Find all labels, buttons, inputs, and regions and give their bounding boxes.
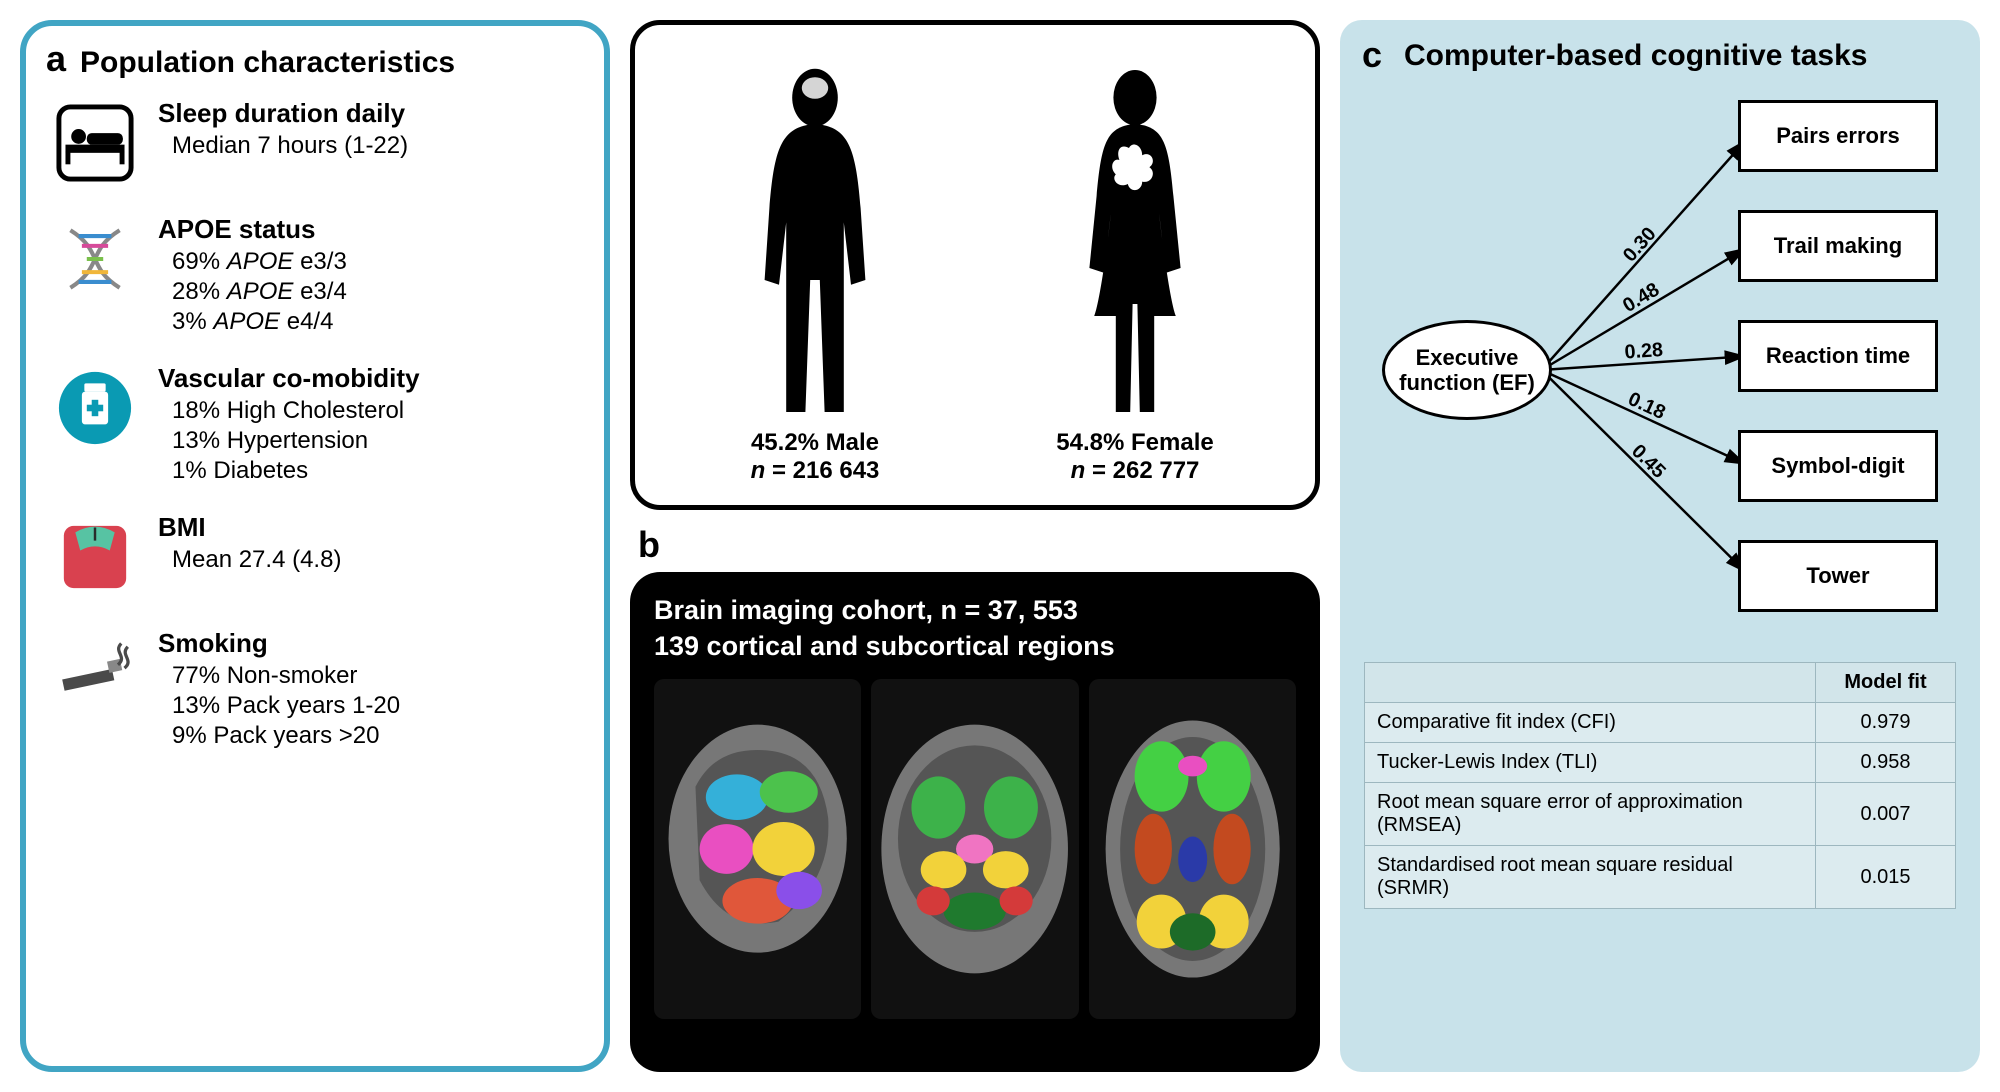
female-silhouette-icon bbox=[1035, 64, 1235, 424]
line: 3% APOE e4/4 bbox=[158, 307, 347, 337]
bed-icon bbox=[50, 98, 140, 188]
gender-panel: 45.2% Male n = 216 643 54.8% Female n = … bbox=[630, 20, 1320, 510]
fit-header-blank bbox=[1365, 663, 1816, 703]
fit-table: Model fit Comparative fit index (CFI)0.9… bbox=[1364, 662, 1956, 909]
line: 9% Pack years >20 bbox=[158, 721, 400, 751]
ef-node: Executive function (EF) bbox=[1382, 320, 1552, 420]
item-smoking-text: Smoking 77% Non-smoker 13% Pack years 1-… bbox=[158, 628, 400, 751]
figure-container: a Population characteristics Sleep durat… bbox=[20, 20, 1980, 1072]
item-vascular-text: Vascular co-mobidity 18% High Cholestero… bbox=[158, 363, 420, 486]
panel-c: c Computer-based cognitive tasks 0.300.4… bbox=[1340, 20, 1980, 1072]
brain-sagittal-icon bbox=[654, 679, 861, 1019]
cigarette-icon bbox=[50, 628, 140, 718]
female-pct: 54.8% Female bbox=[1035, 429, 1235, 457]
line: 1% Diabetes bbox=[158, 456, 420, 486]
male-silhouette-icon bbox=[715, 64, 915, 424]
panel-a-label: a bbox=[46, 38, 66, 80]
svg-text:0.28: 0.28 bbox=[1624, 339, 1664, 364]
sem-diagram: 0.300.480.280.180.45 Executive function … bbox=[1364, 90, 1956, 650]
brain-title: Brain imaging cohort, n = 37, 553 139 co… bbox=[654, 592, 1296, 665]
item-sleep: Sleep duration daily Median 7 hours (1-2… bbox=[50, 98, 580, 188]
task-box: Trail making bbox=[1738, 210, 1938, 282]
brain-row bbox=[654, 679, 1296, 1019]
line: 13% Hypertension bbox=[158, 426, 420, 456]
table-row: Comparative fit index (CFI)0.979 bbox=[1365, 703, 1956, 743]
task-box: Reaction time bbox=[1738, 320, 1938, 392]
female-figure: 54.8% Female n = 262 777 bbox=[1035, 64, 1235, 485]
panel-a: a Population characteristics Sleep durat… bbox=[20, 20, 610, 1072]
line: 28% APOE e3/4 bbox=[158, 277, 347, 307]
task-box: Pairs errors bbox=[1738, 100, 1938, 172]
line: 18% High Cholesterol bbox=[158, 396, 420, 426]
panel-c-title: Computer-based cognitive tasks bbox=[1404, 38, 1956, 74]
center-column: 45.2% Male n = 216 643 54.8% Female n = … bbox=[630, 20, 1320, 1072]
table-row: Tucker-Lewis Index (TLI)0.958 bbox=[1365, 743, 1956, 783]
heading: Sleep duration daily bbox=[158, 98, 408, 129]
heading: Smoking bbox=[158, 628, 400, 659]
pill-bottle-icon bbox=[50, 363, 140, 453]
item-apoe-text: APOE status 69% APOE e3/3 28% APOE e3/4 … bbox=[158, 214, 347, 337]
brain-axial-icon bbox=[1089, 679, 1296, 1019]
item-vascular: Vascular co-mobidity 18% High Cholestero… bbox=[50, 363, 580, 486]
line: Median 7 hours (1-22) bbox=[158, 131, 408, 161]
line: 13% Pack years 1-20 bbox=[158, 691, 400, 721]
panel-b-wrapper: b Brain imaging cohort, n = 37, 553 139 … bbox=[630, 530, 1320, 1072]
svg-text:0.45: 0.45 bbox=[1627, 440, 1670, 483]
brain-coronal-icon bbox=[871, 679, 1078, 1019]
line: Mean 27.4 (4.8) bbox=[158, 545, 341, 575]
svg-text:0.30: 0.30 bbox=[1619, 223, 1661, 266]
table-row: Standardised root mean square residual (… bbox=[1365, 846, 1956, 909]
item-bmi-text: BMI Mean 27.4 (4.8) bbox=[158, 512, 341, 575]
table-row: Root mean square error of approximation … bbox=[1365, 783, 1956, 846]
item-apoe: APOE status 69% APOE e3/3 28% APOE e3/4 … bbox=[50, 214, 580, 337]
male-figure: 45.2% Male n = 216 643 bbox=[715, 64, 915, 485]
task-box: Symbol-digit bbox=[1738, 430, 1938, 502]
female-n: n = 262 777 bbox=[1035, 457, 1235, 485]
panel-a-title: Population characteristics bbox=[80, 46, 580, 80]
heading: BMI bbox=[158, 512, 341, 543]
heading: APOE status bbox=[158, 214, 347, 245]
heading: Vascular co-mobidity bbox=[158, 363, 420, 394]
item-sleep-text: Sleep duration daily Median 7 hours (1-2… bbox=[158, 98, 408, 161]
item-bmi: BMI Mean 27.4 (4.8) bbox=[50, 512, 580, 602]
task-box: Tower bbox=[1738, 540, 1938, 612]
scale-icon bbox=[50, 512, 140, 602]
dna-icon bbox=[50, 214, 140, 304]
panel-c-label: c bbox=[1362, 34, 1382, 76]
item-smoking: Smoking 77% Non-smoker 13% Pack years 1-… bbox=[50, 628, 580, 751]
line: 77% Non-smoker bbox=[158, 661, 400, 691]
panel-b: Brain imaging cohort, n = 37, 553 139 co… bbox=[630, 572, 1320, 1072]
fit-header: Model fit bbox=[1816, 663, 1956, 703]
male-pct: 45.2% Male bbox=[715, 429, 915, 457]
panel-b-label: b bbox=[638, 524, 660, 566]
line: 69% APOE e3/3 bbox=[158, 247, 347, 277]
male-n: n = 216 643 bbox=[715, 457, 915, 485]
